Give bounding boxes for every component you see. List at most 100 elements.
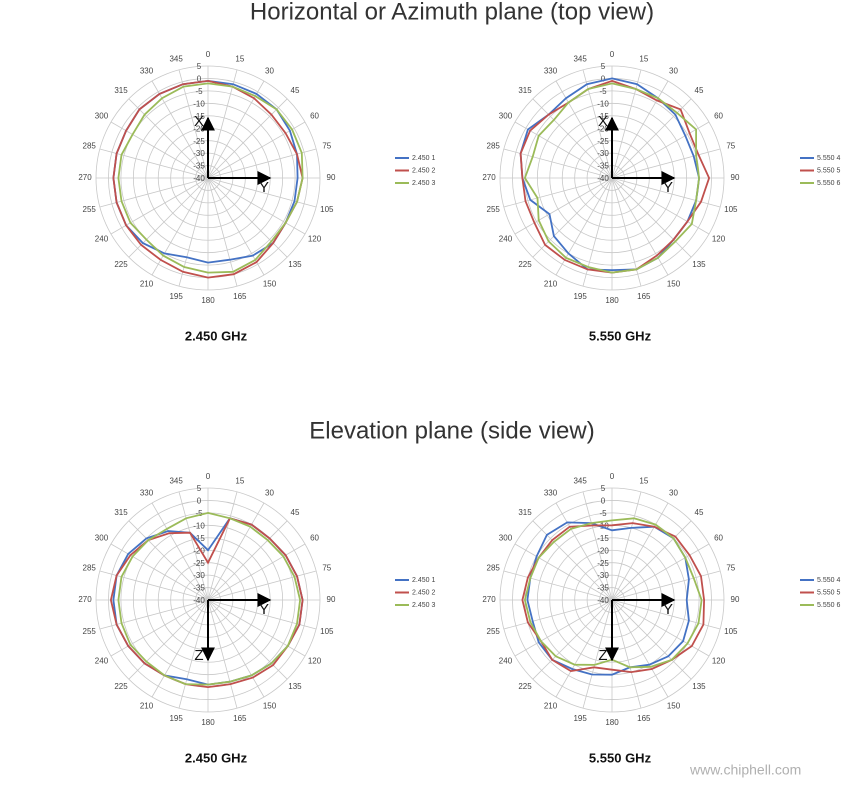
- grid-spoke: [611, 599, 721, 630]
- radial-tick-label: -25: [193, 137, 205, 146]
- angle-tick-label: 345: [573, 54, 587, 63]
- radial-tick-label: -5: [195, 509, 203, 518]
- grid-spoke: [207, 599, 288, 680]
- angle-tick-label: 315: [114, 508, 128, 517]
- angle-tick-label: 345: [169, 54, 183, 63]
- grid-spoke: [514, 121, 613, 179]
- axis-arrow-label: Y: [259, 601, 269, 618]
- legend-label: 5.550 5: [817, 589, 840, 596]
- grid-spoke: [128, 177, 209, 258]
- angle-tick-label: 225: [518, 682, 532, 691]
- radial-tick-label: -35: [597, 162, 609, 171]
- radial-tick-label: 0: [601, 497, 606, 506]
- grid-spoke: [207, 177, 306, 235]
- angle-tick-label: 345: [169, 476, 183, 485]
- angle-tick-label: 0: [206, 472, 211, 481]
- radial-tick-label: -30: [193, 571, 205, 580]
- angle-tick-label: 165: [637, 714, 651, 723]
- grid-spoke: [582, 177, 613, 287]
- grid-spoke: [207, 570, 317, 601]
- angle-tick-label: 330: [140, 67, 154, 76]
- grid-spoke: [178, 177, 209, 287]
- grid-spoke: [555, 80, 613, 179]
- angle-tick-label: 90: [731, 173, 740, 182]
- grid-spoke: [128, 520, 209, 601]
- angle-tick-label: 195: [573, 714, 587, 723]
- grid-spoke: [178, 69, 209, 179]
- grid-spoke: [110, 177, 209, 235]
- grid-spoke: [207, 599, 238, 709]
- grid-spoke: [151, 599, 209, 698]
- radial-tick-label: -5: [195, 87, 203, 96]
- radial-tick-label: -35: [597, 584, 609, 593]
- grid-spoke: [611, 177, 710, 235]
- grid-spoke: [207, 148, 317, 179]
- angle-tick-label: 195: [573, 292, 587, 301]
- angle-tick-label: 165: [233, 714, 247, 723]
- grid-spoke: [532, 520, 613, 601]
- grid-spoke: [611, 491, 642, 601]
- angle-tick-label: 0: [610, 472, 615, 481]
- axis-arrow-label: Z: [194, 647, 203, 664]
- series-line: [112, 79, 304, 279]
- legend-label: 5.550 4: [817, 577, 840, 584]
- series-line: [109, 517, 304, 689]
- radial-tick-label: -10: [597, 99, 609, 108]
- angle-tick-label: 255: [83, 205, 97, 214]
- angle-tick-label: 150: [263, 702, 277, 711]
- radial-tick-label: -25: [193, 559, 205, 568]
- grid-spoke: [514, 543, 613, 601]
- angle-tick-label: 165: [233, 292, 247, 301]
- axis-arrow-label: Y: [259, 179, 269, 196]
- legend-label: 2.450 1: [412, 577, 435, 584]
- radial-tick-label: -20: [193, 124, 205, 133]
- angle-tick-label: 270: [482, 173, 496, 182]
- grid-spoke: [611, 177, 692, 258]
- angle-tick-label: 60: [714, 112, 723, 121]
- radial-tick-label: -10: [193, 99, 205, 108]
- grid-spoke: [151, 502, 209, 601]
- grid-spoke: [207, 599, 317, 630]
- grid-spoke: [207, 543, 306, 601]
- grid-spoke: [207, 177, 265, 276]
- radial-tick-label: -30: [597, 149, 609, 158]
- angle-tick-label: 300: [499, 112, 513, 121]
- angle-tick-label: 180: [201, 296, 215, 305]
- angle-tick-label: 90: [327, 595, 336, 604]
- axis-arrow-label: Z: [598, 647, 607, 664]
- grid-spoke: [207, 177, 317, 208]
- grid-spoke: [611, 177, 721, 208]
- angle-tick-label: 255: [487, 627, 501, 636]
- angle-tick-label: 30: [265, 67, 274, 76]
- radial-tick-label: -10: [193, 521, 205, 530]
- angle-tick-label: 240: [95, 235, 109, 244]
- radial-tick-label: -40: [597, 596, 609, 605]
- grid-spoke: [207, 520, 288, 601]
- angle-tick-label: 60: [714, 534, 723, 543]
- section-heading: Horizontal or Azimuth plane (top view): [250, 0, 654, 25]
- radial-tick-label: -25: [597, 137, 609, 146]
- grid-spoke: [110, 599, 209, 657]
- angle-tick-label: 165: [637, 292, 651, 301]
- radial-tick-label: -20: [597, 124, 609, 133]
- grid-spoke: [207, 177, 238, 287]
- angle-tick-label: 0: [206, 50, 211, 59]
- angle-tick-label: 45: [695, 508, 704, 517]
- grid-spoke: [555, 177, 613, 276]
- radial-tick-label: -15: [597, 534, 609, 543]
- radial-tick-label: -30: [193, 149, 205, 158]
- angle-tick-label: 90: [327, 173, 336, 182]
- grid-spoke: [611, 543, 710, 601]
- grid-spoke: [611, 121, 710, 179]
- angle-tick-label: 150: [263, 280, 277, 289]
- angle-tick-label: 75: [726, 141, 735, 150]
- angle-tick-label: 255: [83, 627, 97, 636]
- radial-tick-label: -5: [599, 87, 607, 96]
- angle-tick-label: 210: [544, 702, 558, 711]
- grid-spoke: [207, 177, 288, 258]
- grid-spoke: [611, 177, 669, 276]
- angle-tick-label: 135: [288, 260, 302, 269]
- grid-spoke: [611, 520, 692, 601]
- chart-caption: 5.550 GHz: [589, 750, 652, 765]
- axis-arrow-label: X: [194, 113, 204, 130]
